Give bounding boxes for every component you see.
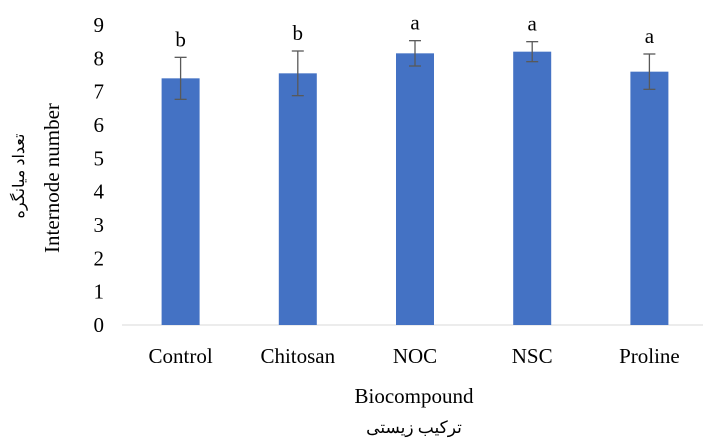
y-axis-title: Internode number	[40, 103, 64, 253]
x-axis: Control Chitosan NOC NSC Proline	[122, 324, 703, 368]
x-axis-title-secondary: ترکیب زیستی	[366, 418, 462, 438]
significance-letter: a	[528, 12, 538, 36]
y-tick-label: 4	[94, 180, 105, 204]
significance-letters: b b a aa	[175, 11, 654, 52]
y-tick-label: 8	[94, 46, 105, 70]
y-tick-label: 2	[94, 246, 105, 270]
bar-chitosan	[278, 73, 317, 325]
x-tick-label: Chitosan	[260, 344, 335, 368]
bar-proline	[630, 71, 669, 326]
x-tick-label: NSC	[512, 344, 553, 368]
x-tick-label: Proline	[619, 344, 680, 368]
bar-control	[161, 78, 200, 325]
y-tick-label: 6	[94, 113, 105, 137]
x-tick-label: NOC	[393, 344, 437, 368]
y-tick-label: 5	[94, 146, 105, 170]
bar-noc	[396, 53, 434, 325]
significance-letter: b	[293, 21, 304, 45]
y-tick-label: 7	[94, 80, 105, 104]
x-tick-label: Control	[149, 344, 213, 368]
y-tick-label: 1	[94, 280, 105, 304]
error-bars	[174, 40, 656, 100]
significance-letter: a	[410, 11, 420, 35]
x-axis-title: Biocompound	[355, 384, 474, 408]
y-axis-title-secondary: تعداد میانگره	[9, 134, 28, 219]
y-tick-label: 3	[94, 213, 105, 237]
y-axis: 0 1 2 3 4 5 6 7 8 9	[94, 13, 105, 337]
y-tick-label: 0	[94, 313, 105, 337]
significance-letter: a	[645, 24, 655, 48]
bars	[161, 51, 669, 326]
bar-nsc	[513, 51, 552, 326]
y-tick-label: 9	[94, 13, 105, 37]
significance-letter: b	[175, 27, 186, 51]
